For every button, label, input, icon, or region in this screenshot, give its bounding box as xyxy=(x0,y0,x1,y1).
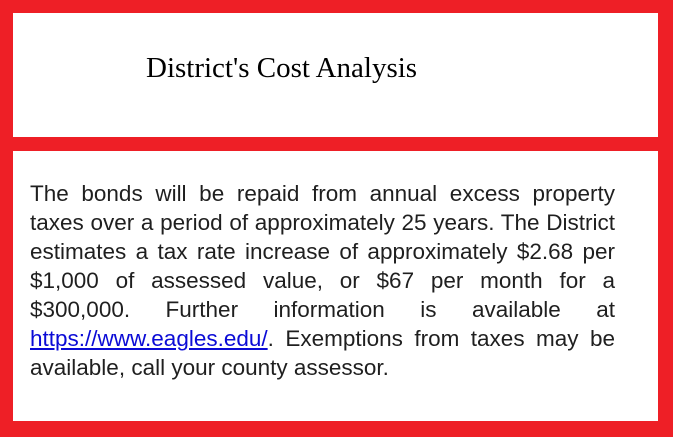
website-link[interactable]: https://www.eagles.edu/ xyxy=(30,326,268,351)
page-title: District's Cost Analysis xyxy=(146,52,418,84)
cost-description: The bonds will be repaid from annual exc… xyxy=(30,179,615,382)
description-text-start: The bonds will be repaid from annual exc… xyxy=(30,181,615,322)
description-text-end: . Exemptions from taxes may be available… xyxy=(30,326,615,380)
title-panel: District's Cost Analysis xyxy=(13,13,658,137)
content-panel: The bonds will be repaid from annual exc… xyxy=(13,151,658,421)
